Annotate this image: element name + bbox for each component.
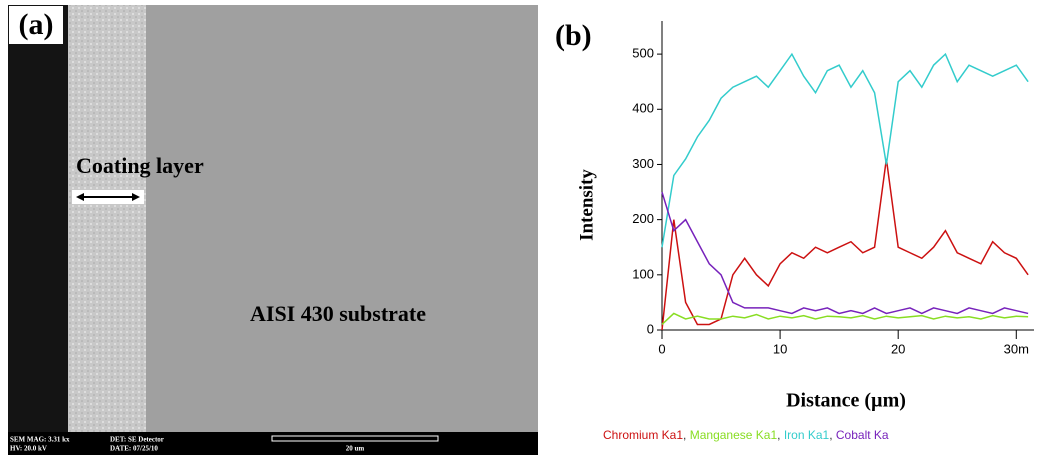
legend-entry: Manganese Ka1 bbox=[690, 428, 778, 442]
series-line bbox=[661, 191, 1029, 315]
info-text: DATE: 07/25/10 bbox=[110, 445, 158, 453]
x-tick-label: 30m bbox=[1004, 341, 1029, 356]
panel-label: (a) bbox=[19, 8, 54, 41]
info-text: 20 um bbox=[346, 445, 365, 453]
arrow-heads bbox=[76, 193, 140, 201]
legend-entry: Cobalt Ka bbox=[836, 428, 889, 442]
annotation: AISI 430 substrate bbox=[250, 301, 426, 326]
x-axis-label: Distance (µm) bbox=[786, 390, 906, 412]
y-axis-label: Intensity bbox=[576, 169, 597, 241]
x-tick-label: 20 bbox=[891, 341, 905, 356]
info-text: DET: SE Detector bbox=[110, 436, 164, 444]
label-box bbox=[9, 6, 63, 44]
legend-separator: , bbox=[777, 428, 780, 442]
legend-entry: Chromium Ka1 bbox=[603, 428, 683, 442]
info-bar bbox=[8, 432, 538, 455]
legend: Chromium Ka1, Manganese Ka1, Iron Ka1, C… bbox=[603, 428, 889, 442]
sem-image: (a) Coating layer AISI 430 substrate SEM… bbox=[8, 5, 538, 455]
legend-separator: , bbox=[829, 428, 832, 442]
y-tick-label: 100 bbox=[632, 266, 654, 281]
scale-bar bbox=[271, 435, 439, 442]
y-tick-label: 500 bbox=[632, 46, 654, 61]
y-tick-label: 0 bbox=[647, 321, 654, 336]
annotation: Coating layer bbox=[76, 153, 204, 178]
y-tick-label: 400 bbox=[632, 101, 654, 116]
series-line bbox=[661, 158, 1029, 331]
series-line bbox=[661, 52, 1029, 248]
legend-separator: , bbox=[683, 428, 686, 442]
background-area bbox=[8, 5, 70, 433]
x-tick-label: 0 bbox=[658, 341, 665, 356]
x-tick-label: 10 bbox=[773, 341, 787, 356]
info-text: SEM MAG: 3.31 kx bbox=[10, 436, 70, 444]
y-tick-label: 200 bbox=[632, 211, 654, 226]
coating-area bbox=[68, 5, 146, 433]
series-line bbox=[661, 312, 1029, 326]
legend-entry: Iron Ka1 bbox=[784, 428, 830, 442]
panel-label: (b) bbox=[555, 19, 592, 52]
info-text: HV: 20.0 kV bbox=[10, 445, 47, 453]
y-tick-label: 300 bbox=[632, 156, 654, 171]
